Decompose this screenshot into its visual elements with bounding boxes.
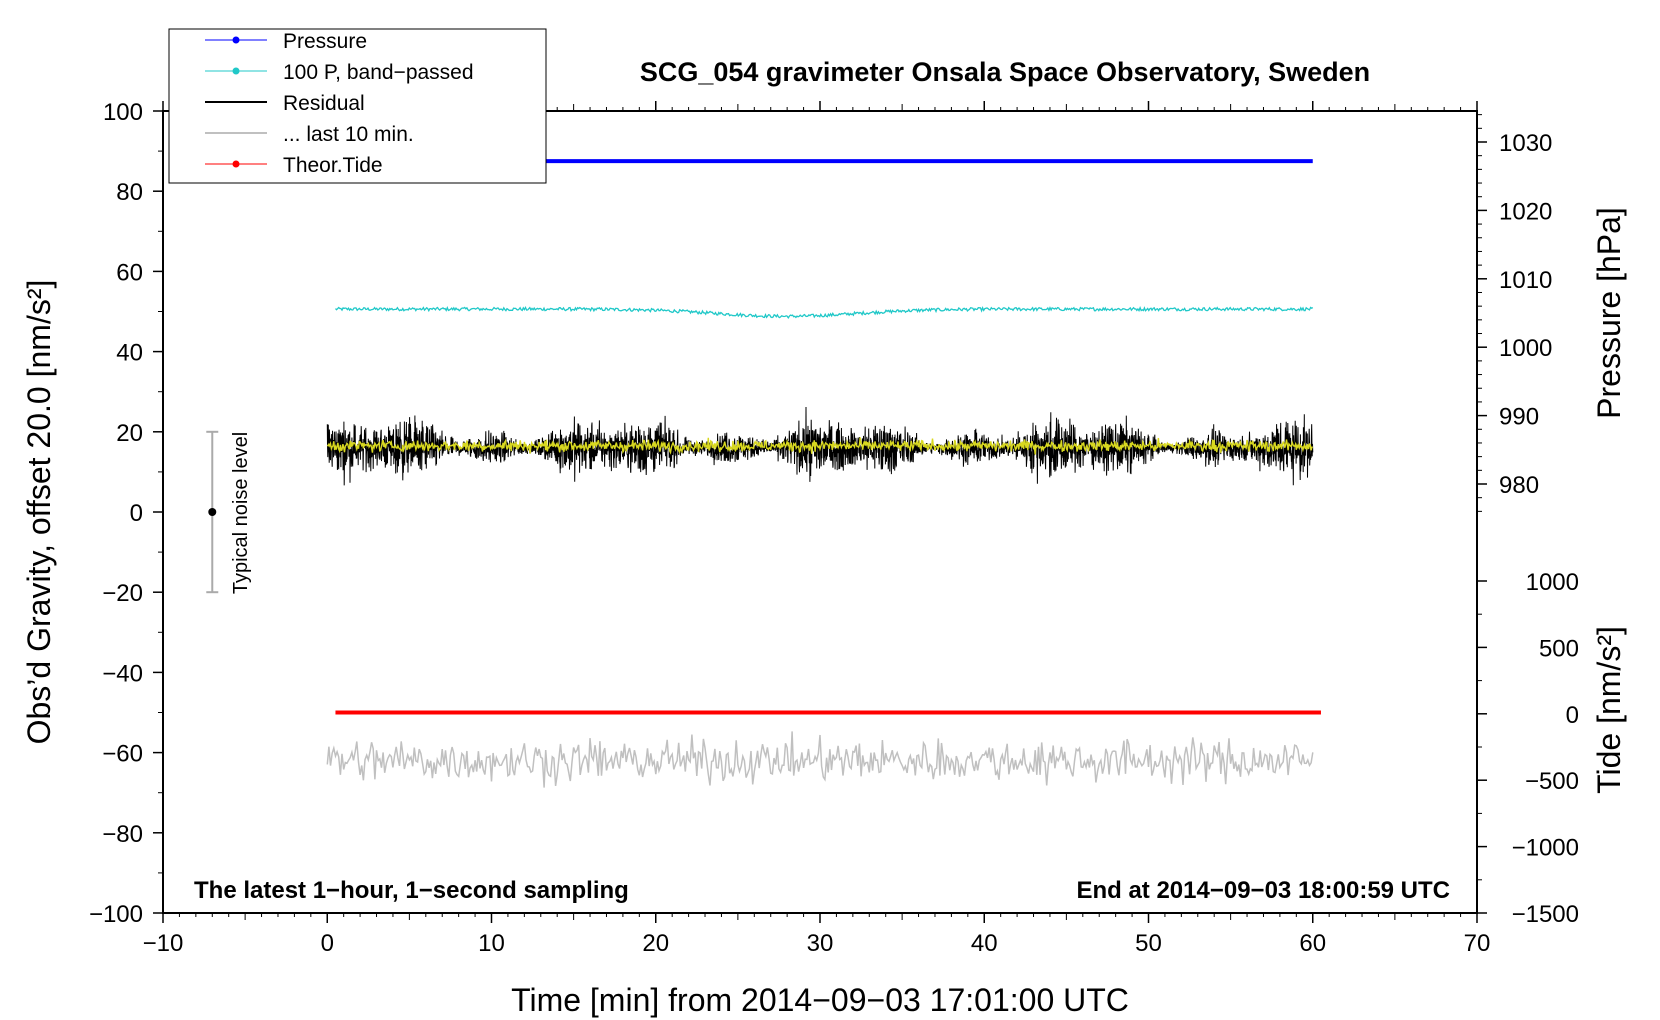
y-tick-label-tide: −1500 [1512, 901, 1579, 928]
y-tick-label-pressure: 980 [1499, 472, 1539, 499]
annotation-sampling: The latest 1−hour, 1−second sampling [194, 877, 629, 904]
annotation-end-time: End at 2014−09−03 18:00:59 UTC [1076, 877, 1450, 904]
x-tick-label: −10 [143, 930, 184, 957]
y-tick-label-left: 20 [116, 420, 143, 447]
legend-label: Theor.Tide [283, 154, 383, 177]
y-tick-label-tide: 500 [1539, 635, 1579, 662]
series-layer [326, 159, 1321, 788]
legend-label: Residual [283, 92, 365, 115]
y-tick-label-pressure: 1010 [1499, 267, 1552, 294]
x-tick-label: 10 [478, 930, 505, 957]
legend-marker [232, 160, 240, 168]
y-tick-label-left: 60 [116, 259, 143, 286]
x-tick-label: 60 [1299, 930, 1326, 957]
x-tick-label: 50 [1135, 930, 1162, 957]
y-tick-label-left: 0 [130, 500, 143, 527]
y-tick-label-pressure: 990 [1499, 404, 1539, 431]
legend-label: 100 P, band−passed [283, 61, 474, 84]
series-last-10-min [326, 731, 1314, 788]
y-tick-label-left: −100 [89, 901, 143, 928]
noise-level-bar [206, 430, 219, 594]
plot-frame [162, 110, 1478, 914]
legend-box [168, 28, 547, 184]
x-tick-label: 20 [642, 930, 669, 957]
ticks-layer: −10 0 10 20 30 40 50 60 70−100−80−60−40−20020406… [89, 99, 1579, 957]
legend-label: ... last 10 min. [283, 123, 414, 146]
y-tick-label-left: 100 [103, 99, 143, 126]
y-tick-label-tide: −500 [1525, 768, 1579, 795]
y-tick-label-left: 80 [116, 179, 143, 206]
series-residual-smoothed [326, 437, 1313, 455]
series-residual [326, 406, 1314, 486]
legend: Pressure 100 P, band−passed Residual ... la… [168, 28, 547, 184]
x-axis-title: Time [min] from 2014−09−03 17:01:00 UTC [511, 982, 1129, 1018]
legend-label: Pressure [283, 30, 367, 53]
x-tick-label: 40 [971, 930, 998, 957]
y-axis-title-left: Obs’d Gravity, offset 20.0 [nm/s²] [21, 280, 57, 745]
y-tick-label-left: 40 [116, 340, 143, 367]
y-tick-label-pressure: 1020 [1499, 198, 1552, 225]
y-tick-label-left: −80 [102, 821, 143, 848]
y-tick-label-left: −20 [102, 580, 143, 607]
y-tick-label-tide: −1000 [1512, 835, 1579, 862]
series-pressure-bandpassed [335, 305, 1314, 319]
y-tick-label-pressure: 1000 [1499, 335, 1552, 362]
y-axis-title-tide: Tide [nm/s²] [1591, 626, 1627, 794]
legend-marker [232, 67, 240, 75]
y-axis-title-pressure: Pressure [hPa] [1591, 207, 1627, 419]
legend-marker [232, 36, 240, 44]
noise-bar-center [208, 508, 217, 516]
y-tick-label-left: −60 [102, 741, 143, 768]
y-tick-label-pressure: 1030 [1499, 130, 1552, 157]
y-tick-label-tide: 0 [1566, 702, 1579, 729]
noise-level-label: Typical noise level [230, 432, 252, 594]
y-tick-label-left: −40 [102, 660, 143, 687]
chart-title: SCG_054 gravimeter Onsala Space Observat… [640, 57, 1370, 87]
y-tick-label-tide: 1000 [1526, 569, 1579, 596]
x-tick-label: 70 [1464, 930, 1491, 957]
x-tick-label: 30 [807, 930, 834, 957]
x-tick-label: 0 [321, 930, 334, 957]
